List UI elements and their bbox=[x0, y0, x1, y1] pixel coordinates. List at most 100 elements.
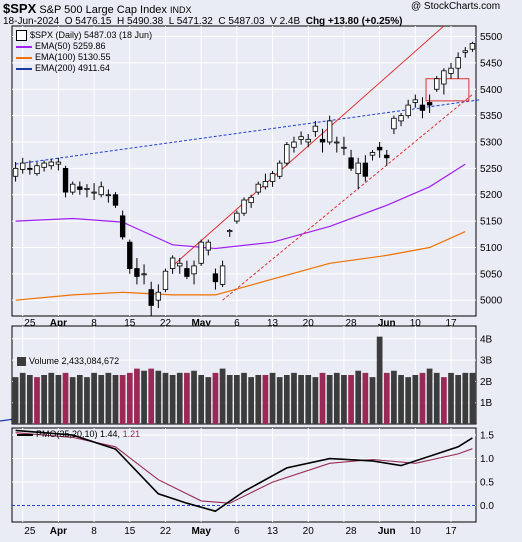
candle-body bbox=[391, 117, 397, 130]
candle-body bbox=[41, 162, 47, 168]
price-panel-tick-label: 5450 bbox=[480, 58, 503, 69]
line-icon bbox=[16, 67, 32, 70]
candle-body bbox=[234, 212, 240, 222]
volume-bar bbox=[98, 375, 105, 424]
x-axis-label: Jun bbox=[378, 318, 396, 329]
volume-bar bbox=[169, 375, 176, 424]
price-panel-tick-label: 5500 bbox=[480, 32, 503, 43]
candle-body bbox=[98, 186, 104, 196]
line-icon bbox=[17, 433, 33, 436]
candle-body bbox=[112, 194, 119, 206]
volume-bar bbox=[455, 375, 462, 424]
volume-panel-tick-label: 4B bbox=[480, 334, 493, 345]
volume-bar bbox=[312, 377, 319, 424]
candle-body bbox=[27, 167, 33, 170]
legend-ema100-label: EMA(100) 5130.55 bbox=[35, 52, 111, 62]
volume-bar bbox=[398, 375, 404, 424]
x-axis-label: 15 bbox=[124, 318, 136, 329]
legend-price: $SPX (Daily) 5487.03 (18 Jun) bbox=[16, 30, 152, 42]
candle-body bbox=[34, 165, 40, 175]
x-axis-label: 25 bbox=[24, 318, 36, 329]
candle-body bbox=[48, 161, 54, 167]
volume-bar bbox=[91, 372, 97, 424]
pmo-label: PMO(35,20,10) 1.44, bbox=[36, 429, 121, 439]
candle-body bbox=[248, 196, 254, 204]
volume-bar bbox=[205, 377, 212, 424]
candle-body bbox=[119, 215, 126, 238]
candle-body bbox=[319, 138, 326, 143]
volume-panel-tick-label: 3B bbox=[480, 356, 493, 367]
pmo-x-axis-label: 13 bbox=[267, 526, 279, 537]
ema50-line bbox=[15, 163, 466, 250]
pmo-line bbox=[15, 429, 473, 513]
pmo-x-axis-label: 20 bbox=[303, 526, 315, 537]
candle-body bbox=[241, 199, 247, 214]
pmo-x-axis-label: 17 bbox=[445, 526, 457, 537]
volume-bar bbox=[326, 375, 333, 424]
candle-body bbox=[262, 181, 269, 188]
volume-bar bbox=[405, 377, 412, 424]
legend-ema200: EMA(200) 4911.64 bbox=[16, 63, 110, 73]
pmo-x-axis-label: 6 bbox=[234, 526, 240, 537]
volume-bar bbox=[305, 375, 312, 424]
volume-bar bbox=[362, 372, 369, 424]
ema100-line bbox=[15, 231, 466, 301]
volume-bar bbox=[12, 377, 19, 424]
candle-body bbox=[198, 241, 204, 264]
channel-lower-line bbox=[222, 94, 473, 301]
volume-bar bbox=[469, 372, 476, 424]
x-axis-label: 10 bbox=[410, 318, 422, 329]
candle-body bbox=[12, 167, 19, 177]
x-axis-label: Apr bbox=[50, 318, 67, 329]
symbol[interactable]: $SPX bbox=[3, 1, 37, 16]
candle-body bbox=[305, 138, 311, 143]
volume-bar bbox=[341, 375, 347, 424]
volume-bar bbox=[162, 372, 169, 424]
candle-body bbox=[284, 144, 290, 164]
price-panel-tick-label: 5150 bbox=[480, 217, 503, 228]
candle-body bbox=[277, 162, 283, 177]
candle-body bbox=[69, 183, 76, 193]
volume-bar bbox=[134, 368, 140, 424]
candle-body bbox=[369, 152, 376, 156]
price-panel-tick-label: 5200 bbox=[480, 190, 503, 201]
legend-ema200-label: EMA(200) 4911.64 bbox=[35, 63, 110, 73]
watermark: @ StockCharts.com bbox=[411, 1, 501, 12]
line-icon bbox=[16, 45, 32, 48]
high: H 5490.38 bbox=[117, 16, 164, 27]
volume-bar bbox=[155, 370, 162, 424]
price-panel-tick-label: 5250 bbox=[480, 164, 503, 175]
volume-bar bbox=[219, 368, 226, 424]
volume-bar bbox=[276, 377, 283, 424]
price-panel-frame bbox=[11, 25, 477, 317]
price-panel-tick-label: 5350 bbox=[480, 111, 503, 122]
price-panel-tick-label: 5050 bbox=[480, 269, 503, 280]
pmo-x-axis-label: Apr bbox=[50, 526, 67, 537]
candle-body bbox=[91, 191, 97, 194]
pmo-x-axis-label: 25 bbox=[24, 526, 36, 537]
volume-bar bbox=[433, 372, 440, 424]
volume-bar bbox=[241, 372, 247, 424]
low: L 5471.32 bbox=[168, 16, 213, 27]
volume-bar bbox=[176, 372, 183, 424]
volume-bar bbox=[283, 375, 290, 424]
volume-panel-tick-label: 2B bbox=[480, 377, 493, 388]
candle-body bbox=[355, 162, 361, 175]
candle-body bbox=[20, 162, 26, 170]
volume-bar bbox=[248, 377, 254, 424]
volume-bar bbox=[112, 375, 119, 424]
volume-bar bbox=[391, 370, 397, 424]
volume-bar bbox=[412, 375, 419, 424]
candle-body bbox=[469, 43, 476, 50]
volume-bar bbox=[19, 372, 26, 424]
volume-bar bbox=[55, 375, 62, 424]
pmo-x-axis-label: 10 bbox=[410, 526, 422, 537]
volume-bar bbox=[255, 375, 262, 424]
candle-body bbox=[155, 291, 162, 301]
candle-body bbox=[455, 57, 461, 69]
candle-icon bbox=[16, 30, 27, 42]
candle-body bbox=[62, 167, 69, 193]
pmo-x-axis-label: Jun bbox=[378, 526, 396, 537]
volume-legend: Volume 2,433,084,672 bbox=[17, 356, 119, 367]
